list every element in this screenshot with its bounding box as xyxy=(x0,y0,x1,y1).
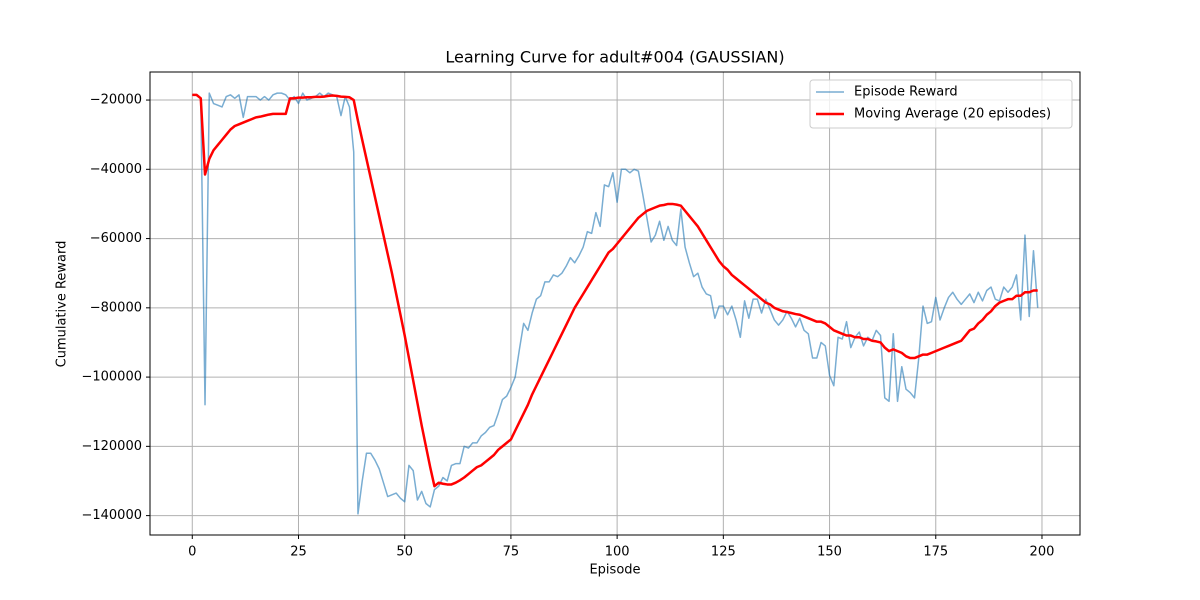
x-tick-label: 0 xyxy=(188,545,196,560)
legend-box xyxy=(809,79,1073,129)
y-tick-label: −40000 xyxy=(90,162,142,177)
y-axis-label: Cumulative Reward xyxy=(55,241,70,368)
y-tick-label: −100000 xyxy=(81,370,142,385)
series-line xyxy=(192,93,1038,488)
x-tick-label: 75 xyxy=(503,545,520,560)
x-tick-label: 50 xyxy=(396,545,413,560)
y-tick-label: −120000 xyxy=(81,439,142,454)
series-line xyxy=(192,92,1039,515)
x-tick-label: 25 xyxy=(290,545,307,560)
y-tick-label: −140000 xyxy=(81,508,142,523)
legend-label: Episode Reward xyxy=(854,85,958,100)
y-tick-label: −60000 xyxy=(90,231,142,246)
x-tick-label: 125 xyxy=(711,545,736,560)
legend-label: Moving Average (20 episodes) xyxy=(854,107,1051,122)
x-tick-label: 175 xyxy=(923,545,948,560)
plot-frame xyxy=(149,71,1081,536)
chart-title: Learning Curve for adult#004 (GAUSSIAN) xyxy=(445,48,784,67)
y-tick-label: −80000 xyxy=(90,300,142,315)
x-tick-label: 200 xyxy=(1030,545,1055,560)
x-tick-label: 150 xyxy=(817,545,842,560)
y-tick-label: −20000 xyxy=(90,93,142,108)
x-tick-label: 100 xyxy=(605,545,630,560)
x-axis-label: Episode xyxy=(589,563,640,578)
